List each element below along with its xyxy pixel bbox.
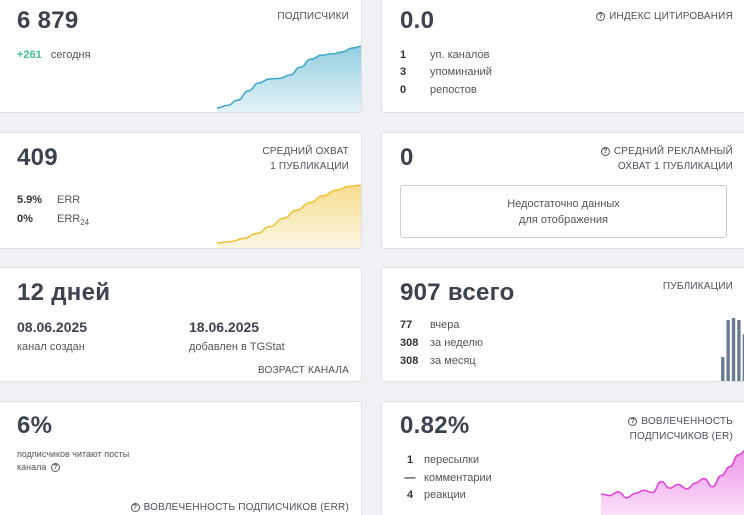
publications-bar-chart [721,318,744,382]
err24-label: ERR [57,213,81,225]
err24-value: 0% [17,213,33,225]
er-row: — комментарии [404,472,492,484]
publications-label: ПУБЛИКАЦИИ [662,281,733,292]
er-row: 4 реакции [406,489,466,501]
publication-bar[interactable] [737,319,741,382]
publications-row: 308 за неделю [400,337,484,349]
no-data-placeholder: Недостаточно данных для отображения [400,185,727,238]
citation-row: 0 репостов [400,84,477,96]
subscribers-delta-label: сегодня [50,49,91,61]
info-icon[interactable]: ? [50,463,60,472]
publication-bar[interactable] [742,334,744,382]
citation-row: 1 уп. каналов [400,49,490,61]
subscribers-card[interactable]: 6 879 ПОДПИСЧИКИ +261 сегодня [0,0,362,113]
citation-card[interactable]: 0.0 ? ИНДЕКС ЦИТИРОВАНИЯ 1 уп. каналов 3 уп… [381,0,744,113]
subscribers-series-area [217,46,361,112]
err-label: ERR [57,194,81,206]
ad-reach-label: ? СРЕДНИЙ РЕКЛАМНЫЙ ОХВАТ 1 ПУБЛИКАЦИИ [600,144,733,174]
channel-age-value: 12 дней [17,279,111,306]
citation-row: 3 упоминаний [400,66,492,78]
err-value: 5.9% [17,194,43,206]
reach-card[interactable]: 409 СРЕДНИЙ ОХВАТ 1 ПУБЛИКАЦИИ 5.9% ERR 0… [0,132,362,249]
subscribers-chart [217,45,361,112]
channel-age-card[interactable]: 12 дней 08.06.2025 канал создан 18.06.20… [0,267,362,382]
publication-bar[interactable] [726,319,730,382]
ad-reach-card[interactable]: 0 ? СРЕДНИЙ РЕКЛАМНЫЙ ОХВАТ 1 ПУБЛИКАЦИИ … [381,132,744,249]
publications-row: 308 за месяц [400,355,476,367]
info-icon[interactable]: ? [628,417,638,426]
citation-label: ? ИНДЕКС ЦИТИРОВАНИЯ [596,9,733,24]
publication-bar[interactable] [721,357,725,382]
ad-reach-value: 0 [400,144,414,171]
reach-series-line [217,184,361,244]
publications-card[interactable]: 907 всего ПУБЛИКАЦИИ 77 вчера 308 за недел… [381,267,744,382]
created-date: 08.06.2025 [17,319,88,335]
citation-value: 0.0 [400,7,435,34]
er-chart [601,449,744,515]
reach-series-area [217,185,361,248]
err-row: 5.9% ERR [17,194,80,210]
reach-label: СРЕДНИЙ ОХВАТ 1 ПУБЛИКАЦИИ [262,146,349,172]
subscribers-series-line [217,45,361,109]
err-card-value: 6% [17,412,53,439]
publications-value: 907 всего [400,279,515,306]
err-card-label: ? ВОВЛЕЧЕННОСТЬ ПОДПИСЧИКОВ (ERR) [130,500,349,515]
channel-age-label: ВОЗРАСТ КАНАЛА [257,365,349,376]
added-date: 18.06.2025 [189,319,260,335]
subscribers-label: ПОДПИСЧИКИ [277,11,349,22]
publications-row: 77 вчера [400,319,460,331]
er-row: 1 пересылки [406,454,480,466]
subscribers-delta-row: +261 сегодня [17,49,91,61]
reach-value: 409 [17,144,58,171]
info-icon[interactable]: ? [600,147,610,156]
added-label: добавлен в TGStat [189,341,285,353]
reach-chart [217,184,361,248]
er-card-value: 0.82% [400,412,470,439]
er-series-area [601,450,744,515]
subscribers-delta: +261 [17,49,42,61]
er-card-label: ? ВОВЛЕЧЕННОСТЬ ПОДПИСЧИКОВ (ER) [628,416,733,442]
err24-subscript: 24 [80,218,90,228]
err-card-text: подписчиков читают посты канала ? [17,449,130,472]
publication-bar[interactable] [731,318,736,382]
info-icon[interactable]: ? [130,503,140,512]
er-series-line [601,449,744,499]
created-label: канал создан [17,341,85,353]
err24-row: 0% ERR24 [17,213,89,229]
err-card[interactable]: 6% подписчиков читают посты канала ? ? ВО… [0,401,362,515]
subscribers-value: 6 879 [17,7,79,34]
info-icon[interactable]: ? [596,12,606,21]
